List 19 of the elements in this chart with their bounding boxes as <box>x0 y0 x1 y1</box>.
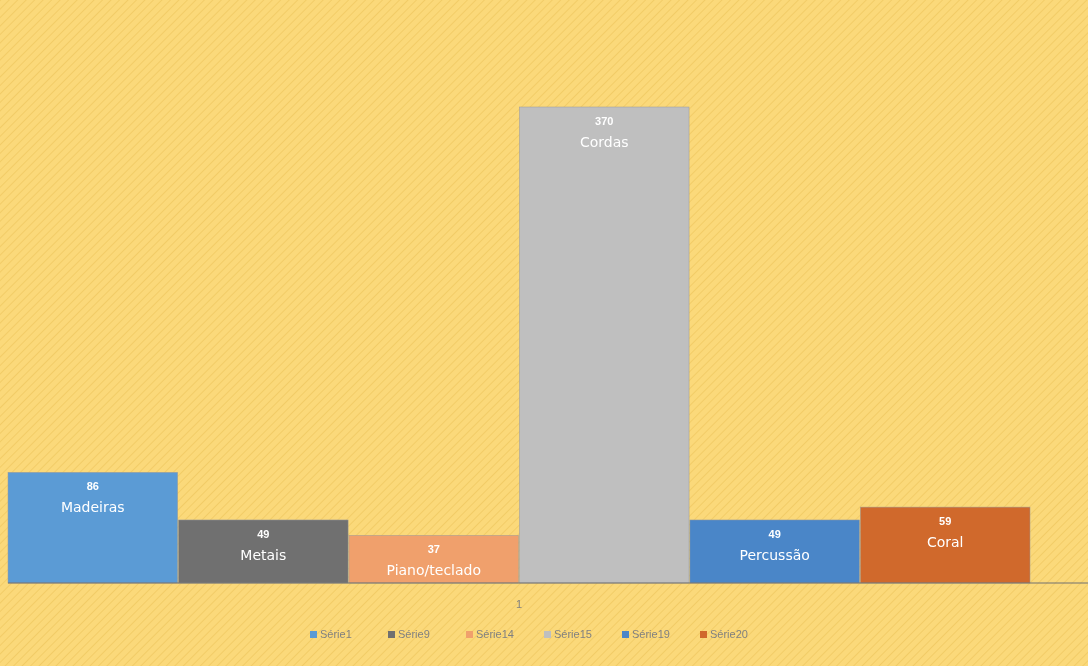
legend-label: Série15 <box>554 628 592 640</box>
legend-label: Série19 <box>632 628 670 640</box>
legend-label: Série1 <box>320 628 352 640</box>
legend-label: Série9 <box>398 628 430 640</box>
data-label: 86 <box>86 480 99 493</box>
data-label: 49 <box>768 527 781 540</box>
data-label: 49 <box>257 527 270 540</box>
x-tick-label: Percussão <box>739 546 810 563</box>
x-tick-label: Piano/teclado <box>386 562 481 579</box>
x-tick-label: Metais <box>240 546 287 563</box>
x-tick-label: Cordas <box>579 134 629 150</box>
data-label: 59 <box>939 515 952 528</box>
text: 1 <box>515 598 523 610</box>
x-tick-label: Madeiras <box>60 499 125 516</box>
legend-label: Série14 <box>476 628 514 640</box>
legend-label: Série20 <box>710 628 748 640</box>
data-label: 37 <box>427 543 440 556</box>
data-label: 370 <box>595 115 614 127</box>
x-tick-label: Coral <box>926 534 964 551</box>
